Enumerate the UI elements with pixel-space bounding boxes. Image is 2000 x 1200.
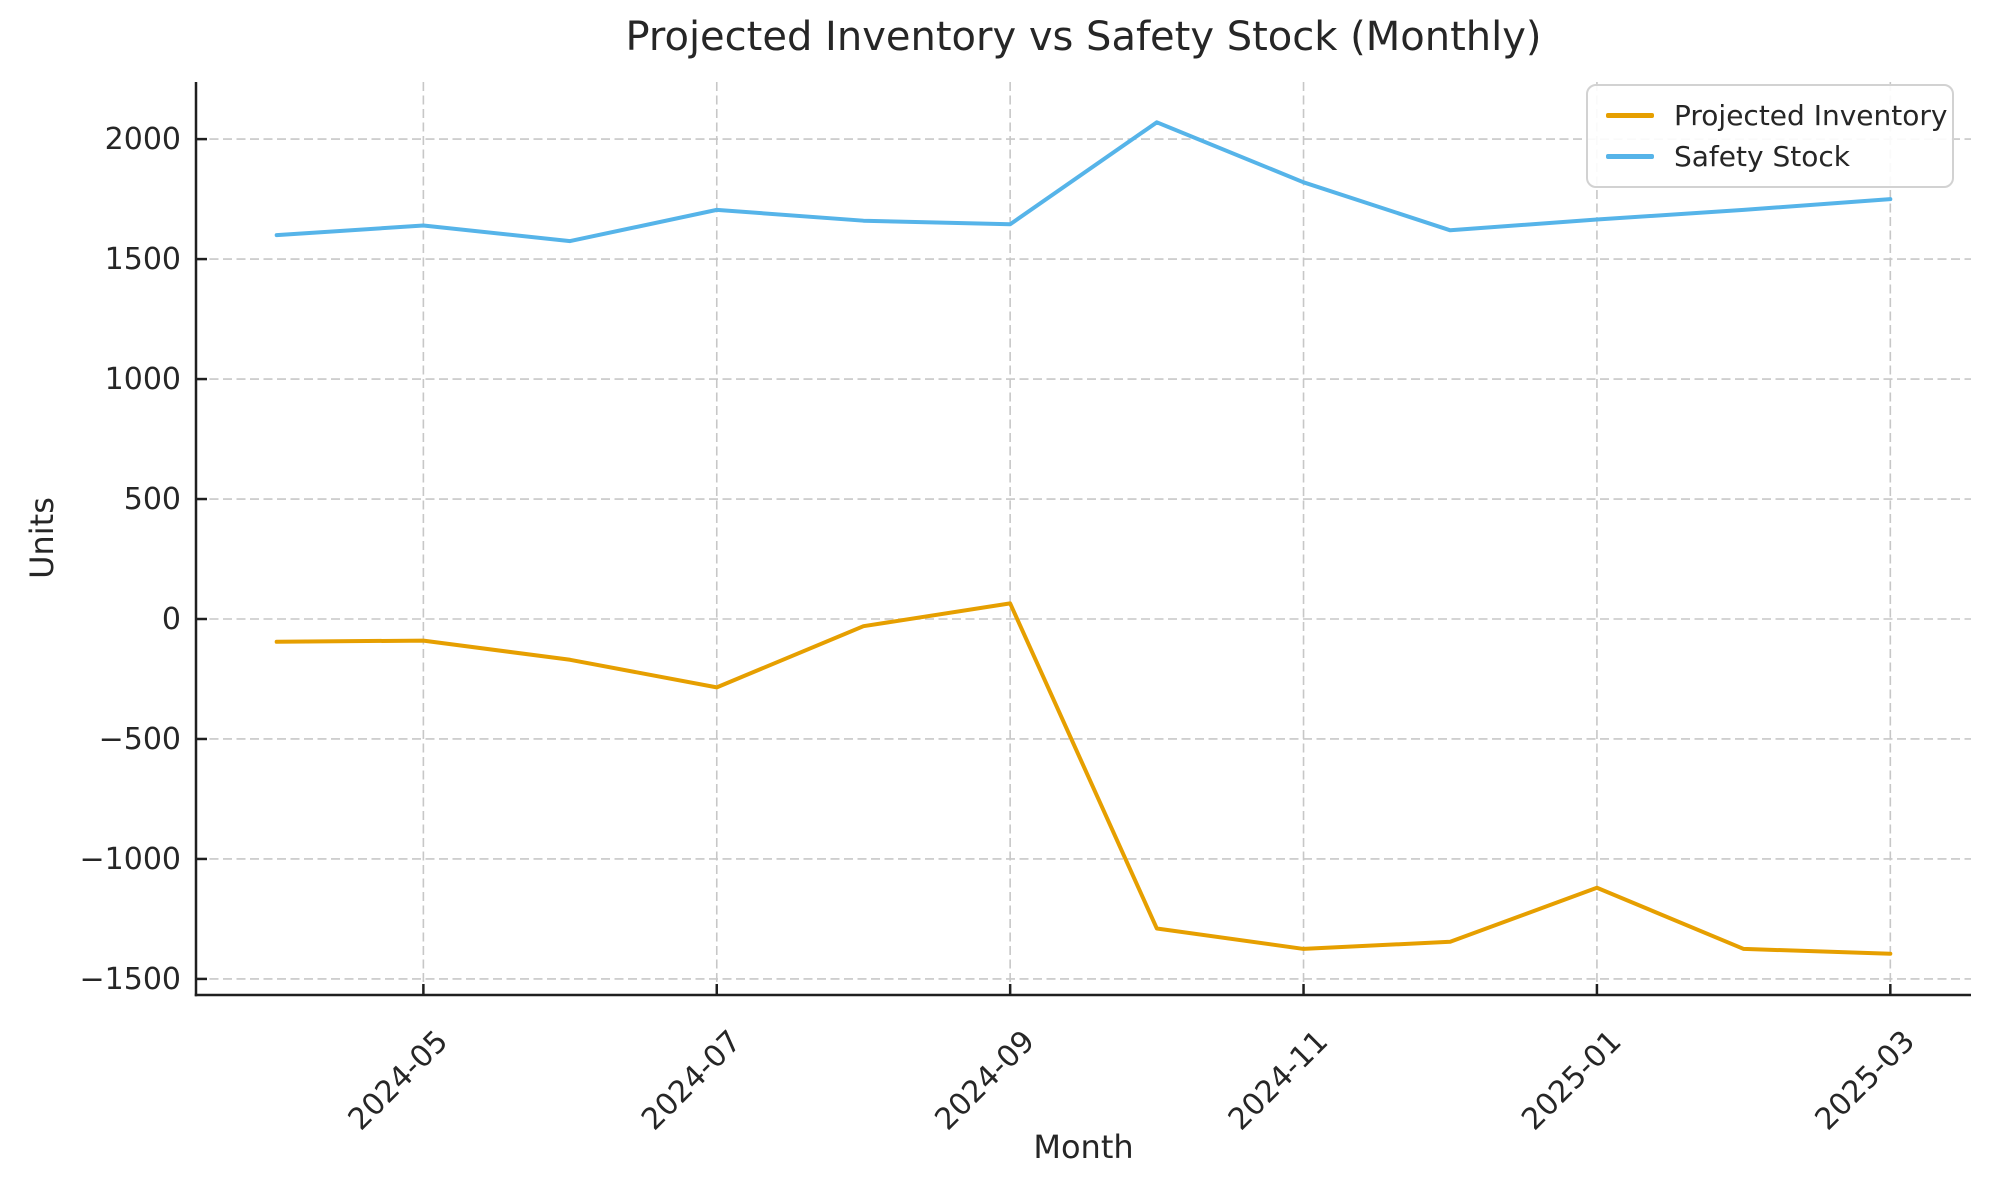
legend: Projected Inventory Safety Stock <box>1586 84 1954 188</box>
y-tick-label: −1500 <box>80 962 181 997</box>
tick-labels: 2000 1500 1000 500 0 −500 −1000 −1500 2024-05 202… <box>80 122 1922 1137</box>
x-tick-label: 2025-03 <box>1809 1024 1922 1137</box>
x-tick-label: 2025-01 <box>1515 1024 1628 1137</box>
legend-label-safety-stock: Safety Stock <box>1674 140 1850 173</box>
y-tick-label: 1500 <box>105 242 181 277</box>
legend-item-safety-stock: Safety Stock <box>1606 136 1934 177</box>
legend-swatch-projected-inventory <box>1606 113 1654 118</box>
y-tick-label: 2000 <box>105 122 181 157</box>
y-tick-label: −1000 <box>80 842 181 877</box>
y-tick-label: −500 <box>99 722 181 757</box>
x-axis-label: Month <box>1033 1128 1134 1166</box>
series-lines <box>274 120 1893 956</box>
legend-label-projected-inventory: Projected Inventory <box>1674 99 1948 132</box>
chart-title: Projected Inventory vs Safety Stock (Mon… <box>625 14 1542 60</box>
series-line-projected-inventory <box>274 601 1893 956</box>
legend-item-projected-inventory: Projected Inventory <box>1606 95 1947 136</box>
y-axis-label: Units <box>23 497 61 579</box>
y-tick-label: 1000 <box>105 362 181 397</box>
gridlines <box>196 82 1971 995</box>
legend-swatch-safety-stock <box>1606 154 1654 159</box>
x-tick-label: 2024-11 <box>1222 1024 1335 1137</box>
x-tick-label: 2024-07 <box>635 1024 748 1137</box>
axes-spines <box>194 82 1971 997</box>
x-tick-label: 2024-09 <box>928 1024 1041 1137</box>
y-tick-label: 500 <box>124 482 181 517</box>
series-line-safety-stock <box>274 120 1893 244</box>
tick-marks <box>196 137 1892 995</box>
x-tick-label: 2024-05 <box>342 1024 455 1137</box>
y-tick-label: 0 <box>162 602 181 637</box>
